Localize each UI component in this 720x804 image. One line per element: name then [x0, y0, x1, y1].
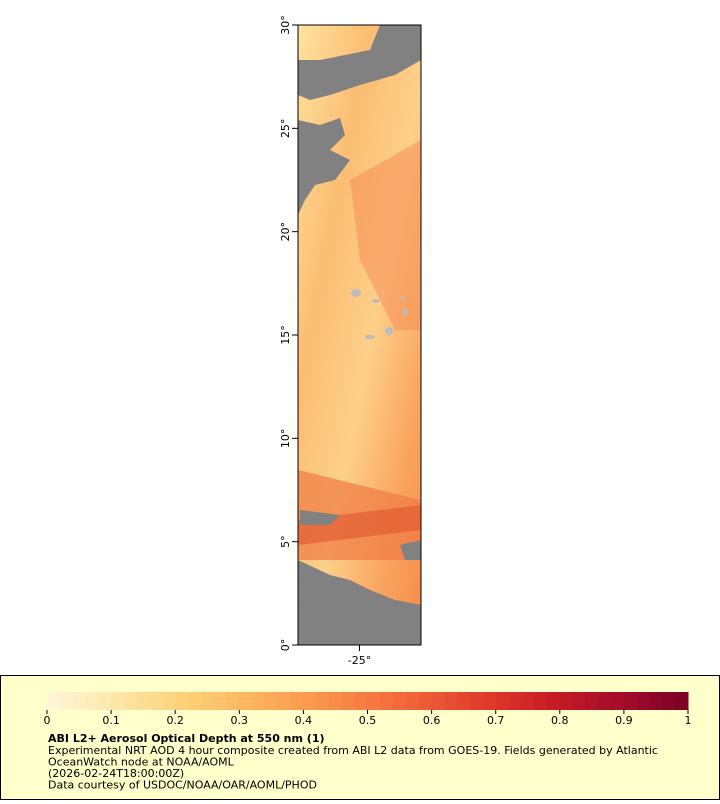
- colorbar-segment: [111, 692, 125, 710]
- colorbar-segment: [482, 692, 497, 710]
- colorbar-segment: [508, 692, 522, 710]
- y-tick-label: 10°: [279, 429, 292, 449]
- colorbar-segment: [572, 692, 586, 710]
- colorbar-segment: [675, 692, 689, 710]
- colorbar-segment: [534, 692, 548, 710]
- colorbar-tick-label: 0.6: [423, 714, 441, 727]
- colorbar-tick-label: 0.8: [551, 714, 569, 727]
- colorbar-tick-label: 0: [44, 714, 51, 727]
- legend-line: OceanWatch node at NOAA/AOML: [48, 756, 235, 769]
- colorbar-segment: [457, 692, 471, 710]
- colorbar-segment: [59, 692, 74, 710]
- colorbar-segment: [495, 692, 510, 710]
- colorbar-segment: [316, 692, 330, 710]
- legend-line: Experimental NRT AOD 4 hour composite cr…: [48, 744, 658, 757]
- colorbar-segment: [264, 692, 279, 710]
- colorbar-segment: [213, 692, 227, 710]
- colorbar-tick-label: 1: [685, 714, 692, 727]
- colorbar-segment: [303, 692, 317, 710]
- colorbar-segment: [470, 692, 484, 710]
- colorbar-segment: [585, 692, 599, 710]
- axes: 0° 5° 10° 15° 20° 25° 30° -25°: [279, 15, 371, 667]
- y-tick-label: 15°: [279, 325, 292, 345]
- y-tick-label: 20°: [279, 222, 292, 242]
- colorbar-segment: [290, 692, 304, 710]
- legend-line: Data courtesy of USDOC/NOAA/OAR/AOML/PHO…: [48, 779, 317, 792]
- colorbar-segment: [444, 692, 458, 710]
- colorbar-segment: [598, 692, 612, 710]
- colorbar-segment: [393, 692, 407, 710]
- colorbar-tick-label: 0.3: [231, 714, 249, 727]
- legend-title: ABI L2+ Aerosol Optical Depth at 550 nm …: [48, 732, 325, 745]
- colorbar-tick-label: 0.2: [166, 714, 184, 727]
- x-tick-label: -25°: [348, 654, 371, 667]
- colorbar-segment: [354, 692, 368, 710]
- y-tick-label: 25°: [279, 119, 292, 139]
- colorbar-segment: [136, 692, 151, 710]
- legend: ABI L2+ Aerosol Optical Depth at 550 nm …: [44, 692, 692, 792]
- y-tick-label: 0°: [279, 639, 292, 652]
- colorbar-segment: [521, 692, 535, 710]
- colorbar-segment: [559, 692, 574, 710]
- colorbar-segment: [239, 692, 253, 710]
- colorbar-segment: [546, 692, 561, 710]
- colorbar-tick-label: 0.5: [359, 714, 377, 727]
- colorbar-segment: [200, 692, 215, 710]
- colorbar-segment: [47, 692, 61, 710]
- colorbar-segment: [98, 692, 112, 710]
- colorbar-segment: [277, 692, 292, 710]
- colorbar-tick-label: 0.7: [487, 714, 505, 727]
- colorbar-segment: [149, 692, 163, 710]
- colorbar-segment: [380, 692, 394, 710]
- colorbar-segment: [418, 692, 433, 710]
- colorbar-segment: [611, 692, 625, 710]
- colorbar-segment: [649, 692, 663, 710]
- colorbar-segment: [85, 692, 99, 710]
- y-tick-label: 30°: [279, 15, 292, 35]
- y-tick-label: 5°: [279, 535, 292, 548]
- colorbar-segment: [367, 692, 381, 710]
- colorbar-segment: [405, 692, 420, 710]
- colorbar-segment: [226, 692, 240, 710]
- colorbar-segment: [623, 692, 638, 710]
- colorbar-tick-label: 0.1: [102, 714, 120, 727]
- colorbar-segment: [123, 692, 138, 710]
- colorbar-segment: [636, 692, 651, 710]
- colorbar-segment: [188, 692, 202, 710]
- colorbar-segment: [175, 692, 189, 710]
- colorbar-segment: [162, 692, 176, 710]
- legend-line: (2026-02-24T18:00:00Z): [48, 767, 184, 780]
- colorbar-tick-label: 0.4: [295, 714, 313, 727]
- colorbar-segment: [329, 692, 343, 710]
- colorbar-segment: [341, 692, 356, 710]
- colorbar-tick-label: 0.9: [615, 714, 633, 727]
- colorbar-segment: [662, 692, 676, 710]
- colorbar-segment: [252, 692, 266, 710]
- colorbar-segment: [431, 692, 445, 710]
- aod-image: [298, 25, 421, 645]
- colorbar-segment: [72, 692, 86, 710]
